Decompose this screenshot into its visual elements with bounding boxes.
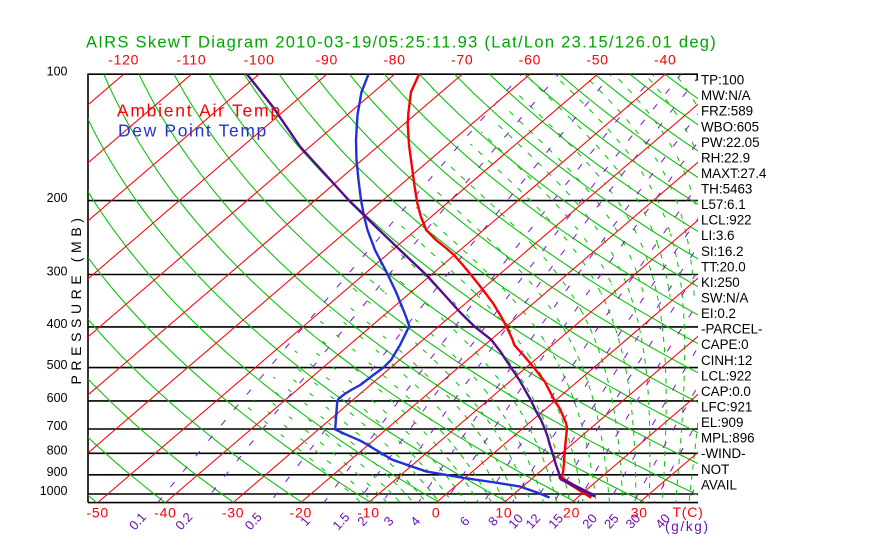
svg-text:Dew Point Temp: Dew Point Temp: [118, 121, 268, 141]
svg-text:TT:20.0: TT:20.0: [701, 259, 746, 274]
svg-text:-WIND-: -WIND-: [701, 446, 746, 461]
svg-text:-30: -30: [222, 505, 244, 521]
svg-text:-60: -60: [519, 52, 541, 68]
svg-text:800: 800: [47, 444, 68, 458]
svg-text:LFC:921: LFC:921: [701, 400, 752, 415]
svg-text:Ambient Air Temp: Ambient Air Temp: [117, 101, 282, 121]
svg-text:500: 500: [47, 358, 68, 372]
svg-text:TP:100: TP:100: [701, 73, 744, 88]
svg-text:20: 20: [563, 505, 580, 521]
svg-text:200: 200: [47, 191, 68, 205]
svg-text:KI:250: KI:250: [701, 275, 740, 290]
svg-text:10: 10: [495, 505, 512, 521]
svg-text:PRESSURE (MB): PRESSURE (MB): [68, 213, 84, 384]
svg-text:CAP:0.0: CAP:0.0: [701, 384, 751, 399]
svg-text:-110: -110: [176, 52, 206, 68]
svg-text:NOT: NOT: [701, 462, 729, 477]
svg-text:0: 0: [432, 505, 441, 521]
svg-text:1000: 1000: [40, 484, 68, 498]
svg-text:MPL:896: MPL:896: [701, 431, 755, 446]
svg-text:(g/kg): (g/kg): [665, 519, 710, 534]
svg-text:300: 300: [47, 265, 68, 279]
svg-text:-120: -120: [108, 52, 139, 68]
svg-text:CINH:12: CINH:12: [701, 353, 752, 368]
svg-text:LCL:922: LCL:922: [701, 213, 752, 228]
svg-text:CAPE:0: CAPE:0: [701, 337, 749, 352]
svg-text:SW:N/A: SW:N/A: [701, 291, 748, 306]
svg-text:FRZ:589: FRZ:589: [701, 104, 753, 119]
svg-text:-80: -80: [383, 52, 405, 68]
svg-text:-40: -40: [654, 52, 676, 68]
svg-text:LI:3.6: LI:3.6: [701, 228, 735, 243]
svg-text:AIRS SkewT Diagram 2010-03-19/: AIRS SkewT Diagram 2010-03-19/05:25:11.9…: [86, 34, 717, 52]
svg-text:700: 700: [47, 419, 68, 433]
svg-text:TH:5463: TH:5463: [701, 182, 752, 197]
svg-text:EL:909: EL:909: [701, 415, 743, 430]
svg-text:30: 30: [631, 505, 648, 521]
svg-text:L57:6.1: L57:6.1: [701, 197, 746, 212]
svg-text:WBO:605: WBO:605: [701, 119, 759, 134]
svg-text:-100: -100: [244, 52, 275, 68]
svg-text:600: 600: [47, 391, 68, 405]
svg-text:PW:22.05: PW:22.05: [701, 135, 760, 150]
svg-text:EI:0.2: EI:0.2: [701, 306, 736, 321]
svg-text:AVAIL: AVAIL: [701, 477, 737, 492]
svg-text:LCL:922: LCL:922: [701, 368, 752, 383]
svg-text:-50: -50: [86, 505, 108, 521]
svg-text:-10: -10: [357, 505, 379, 521]
svg-text:-90: -90: [316, 52, 338, 68]
svg-text:RH:22.9: RH:22.9: [701, 150, 750, 165]
svg-text:-PARCEL-: -PARCEL-: [701, 322, 763, 337]
svg-text:-40: -40: [154, 505, 176, 521]
svg-text:T(C): T(C): [673, 504, 704, 520]
svg-text:SI:16.2: SI:16.2: [701, 244, 743, 259]
svg-text:-20: -20: [290, 505, 312, 521]
svg-text:900: 900: [47, 465, 68, 479]
svg-text:-50: -50: [586, 52, 608, 68]
svg-text:MW:N/A: MW:N/A: [701, 88, 751, 103]
svg-text:-70: -70: [451, 52, 473, 68]
svg-text:400: 400: [47, 317, 68, 331]
svg-text:MAXT:27.4: MAXT:27.4: [701, 166, 767, 181]
svg-text:100: 100: [47, 64, 68, 78]
